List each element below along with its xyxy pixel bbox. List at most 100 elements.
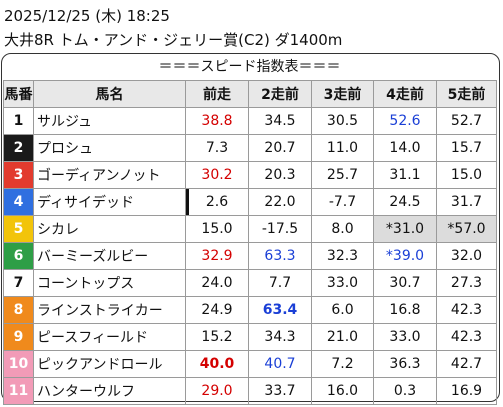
horse-name: シカレ — [33, 215, 186, 243]
speed-index-cell: 16.8 — [373, 296, 437, 324]
speed-index-cell: 32.0 — [436, 242, 497, 270]
table-row: 11 ハンターウルフ 29.0 33.7 16.0 0.3 16.9 — [3, 377, 497, 405]
speed-index-cell: 40.7 — [248, 350, 312, 378]
speed-index-cell: 0.3 — [373, 377, 437, 405]
horse-name: ゴーディアンノット — [33, 161, 186, 189]
speed-index-cell: 7.2 — [311, 350, 374, 378]
speed-index-cell: -7.7 — [311, 188, 374, 216]
speed-index-cell: 15.0 — [436, 161, 497, 189]
speed-index-cell: 7.7 — [248, 269, 312, 297]
horse-name: ディサイデッド — [33, 188, 186, 216]
table-header-row: 馬番 馬名 前走 2走前 3走前 4走前 5走前 — [3, 80, 497, 108]
speed-index-cell: 42.7 — [436, 350, 497, 378]
speed-index-cell: 31.7 — [436, 188, 497, 216]
horse-name: ピースフィールド — [33, 323, 186, 351]
speed-index-cell: 30.7 — [373, 269, 437, 297]
col-header-last-race: 前走 — [185, 80, 249, 108]
col-header-number: 馬番 — [3, 80, 34, 108]
horse-number: 10 — [3, 350, 34, 378]
speed-index-cell: 21.0 — [311, 323, 374, 351]
speed-index-cell: 29.0 — [185, 377, 249, 405]
table-row: 10 ピックアンドロール 40.0 40.7 7.2 36.3 42.7 — [3, 350, 497, 378]
speed-index-cell: *57.0 — [436, 215, 497, 243]
speed-index-cell: 25.7 — [311, 161, 374, 189]
speed-index-cell: 15.7 — [436, 134, 497, 162]
speed-index-cell: 36.3 — [373, 350, 437, 378]
speed-index-cell: *39.0 — [373, 242, 437, 270]
speed-index-cell: 20.3 — [248, 161, 312, 189]
speed-index-cell: 33.0 — [311, 269, 374, 297]
col-header-5-races-ago: 5走前 — [436, 80, 497, 108]
horse-number: 1 — [3, 107, 34, 135]
horse-name: サルジュ — [33, 107, 186, 135]
horse-name: ハンターウルフ — [33, 377, 186, 405]
table-row: 9 ピースフィールド 15.2 34.3 21.0 33.0 42.3 — [3, 323, 497, 351]
race-datetime: 2025/12/25 (木) 18:25 — [4, 7, 170, 25]
speed-index-cell: 15.2 — [185, 323, 249, 351]
horse-number: 11 — [3, 377, 34, 405]
col-header-2-races-ago: 2走前 — [248, 80, 312, 108]
horse-number: 8 — [3, 296, 34, 324]
race-title: 大井8R トム・アンド・ジェリー賞(C2) ダ1400m — [4, 31, 343, 49]
speed-index-cell: 16.0 — [311, 377, 374, 405]
speed-index-cell: 15.0 — [185, 215, 249, 243]
table-row: 3 ゴーディアンノット 30.2 20.3 25.7 31.1 15.0 — [3, 161, 497, 189]
speed-index-cell: *31.0 — [373, 215, 437, 243]
speed-index-table: 馬番 馬名 前走 2走前 3走前 4走前 5走前 1 サルジュ 38.8 34.5 30… — [3, 80, 497, 405]
speed-index-cell: 52.7 — [436, 107, 497, 135]
horse-name: コーントップス — [33, 269, 186, 297]
speed-index-cell: 38.8 — [185, 107, 249, 135]
horse-name: プロシュ — [33, 134, 186, 162]
speed-index-cell: -17.5 — [248, 215, 312, 243]
speed-index-cell: 2.6 — [185, 188, 249, 216]
horse-name: バーミーズルビー — [33, 242, 186, 270]
speed-index-cell: 30.5 — [311, 107, 374, 135]
speed-index-cell: 6.0 — [311, 296, 374, 324]
table-row: 8 ラインストライカー 24.9 63.4 6.0 16.8 42.3 — [3, 296, 497, 324]
horse-number: 9 — [3, 323, 34, 351]
speed-index-cell: 40.0 — [185, 350, 249, 378]
col-header-4-races-ago: 4走前 — [373, 80, 437, 108]
speed-index-cell: 20.7 — [248, 134, 312, 162]
table-row: 5 シカレ 15.0 -17.5 8.0 *31.0 *57.0 — [3, 215, 497, 243]
speed-index-cell: 16.9 — [436, 377, 497, 405]
speed-index-cell: 34.5 — [248, 107, 312, 135]
speed-index-cell: 32.9 — [185, 242, 249, 270]
horse-number: 6 — [3, 242, 34, 270]
col-header-3-races-ago: 3走前 — [311, 80, 374, 108]
horse-number: 5 — [3, 215, 34, 243]
speed-index-cell: 30.2 — [185, 161, 249, 189]
table-row: 6 バーミーズルビー 32.9 63.3 32.3 *39.0 32.0 — [3, 242, 497, 270]
speed-index-cell: 63.4 — [248, 296, 312, 324]
col-header-horse-name: 馬名 — [33, 80, 186, 108]
speed-index-cell: 31.1 — [373, 161, 437, 189]
speed-index-cell: 22.0 — [248, 188, 312, 216]
speed-index-cell: 14.0 — [373, 134, 437, 162]
horse-number: 4 — [3, 188, 34, 216]
speed-index-cell: 32.3 — [311, 242, 374, 270]
speed-index-cell: 8.0 — [311, 215, 374, 243]
speed-index-cell: 33.0 — [373, 323, 437, 351]
table-row: 4 ディサイデッド 2.6 22.0 -7.7 24.5 31.7 — [3, 188, 497, 216]
table-title: ＝＝＝スピード指数表＝＝＝ — [158, 59, 341, 75]
speed-index-cell: 7.3 — [185, 134, 249, 162]
speed-index-cell: 63.3 — [248, 242, 312, 270]
horse-number: 2 — [3, 134, 34, 162]
speed-index-cell: 11.0 — [311, 134, 374, 162]
speed-index-cell: 52.6 — [373, 107, 437, 135]
speed-index-cell: 34.3 — [248, 323, 312, 351]
horse-number: 3 — [3, 161, 34, 189]
speed-index-cell: 27.3 — [436, 269, 497, 297]
speed-index-cell: 24.0 — [185, 269, 249, 297]
horse-name: ピックアンドロール — [33, 350, 186, 378]
speed-index-cell: 42.3 — [436, 296, 497, 324]
table-row: 7 コーントップス 24.0 7.7 33.0 30.7 27.3 — [3, 269, 497, 297]
table-row: 2 プロシュ 7.3 20.7 11.0 14.0 15.7 — [3, 134, 497, 162]
speed-index-cell: 24.9 — [185, 296, 249, 324]
speed-index-cell: 33.7 — [248, 377, 312, 405]
horse-number: 7 — [3, 269, 34, 297]
speed-index-cell: 42.3 — [436, 323, 497, 351]
table-row: 1 サルジュ 38.8 34.5 30.5 52.6 52.7 — [3, 107, 497, 135]
horse-name: ラインストライカー — [33, 296, 186, 324]
speed-index-cell: 24.5 — [373, 188, 437, 216]
